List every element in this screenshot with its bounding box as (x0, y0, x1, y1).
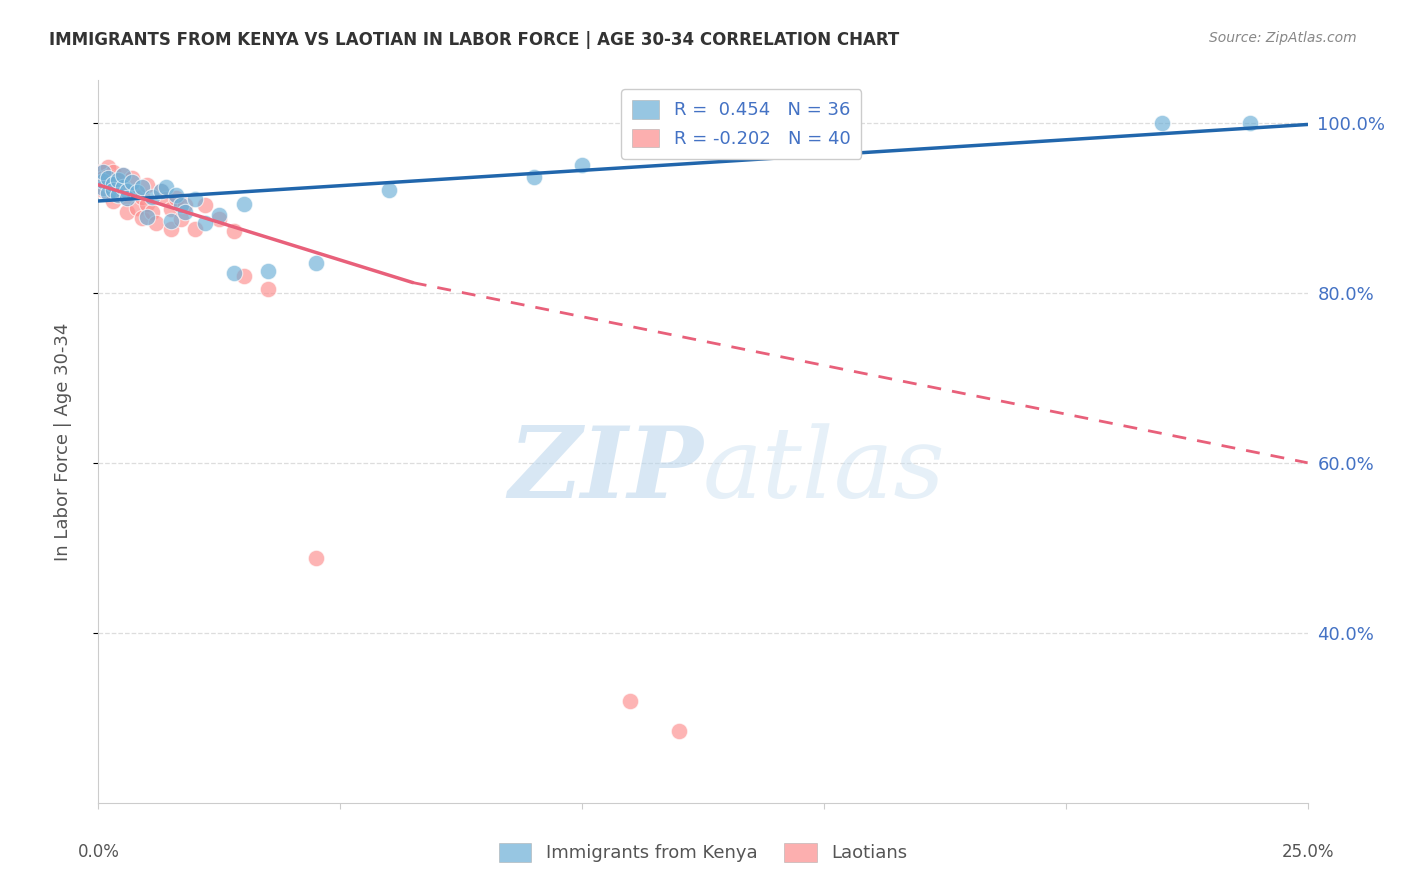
Point (91, 165, 114, 179)
Point (256, 281, 278, 295)
Point (107, 188, 129, 202)
Point (117, 184, 139, 198)
Point (208, 209, 231, 223)
Point (101, 194, 124, 208)
Point (97, 169, 120, 184)
Point (184, 192, 207, 206)
Point (571, 158, 593, 172)
Text: 25.0%: 25.0% (1281, 843, 1334, 861)
Point (107, 179, 129, 194)
Text: Source: ZipAtlas.com: Source: ZipAtlas.com (1209, 31, 1357, 45)
Point (305, 551, 328, 566)
Point (160, 202, 183, 217)
Point (184, 222, 207, 236)
Text: 0.0%: 0.0% (77, 843, 120, 861)
Point (127, 186, 149, 200)
Point (97, 177, 120, 191)
Point (668, 723, 690, 738)
Point (111, 169, 134, 183)
Point (131, 180, 153, 194)
Point (107, 174, 129, 188)
Point (91, 171, 114, 186)
Text: ZIP: ZIP (508, 422, 703, 518)
Point (121, 186, 143, 200)
Point (155, 179, 177, 194)
Point (117, 191, 139, 205)
Point (135, 196, 157, 211)
Point (111, 184, 134, 198)
Point (256, 263, 278, 277)
Point (150, 184, 173, 198)
Point (91, 174, 114, 188)
Point (145, 216, 167, 230)
Point (97, 186, 120, 201)
Point (174, 205, 197, 219)
Point (101, 183, 124, 197)
Point (97, 160, 120, 174)
Text: IMMIGRANTS FROM KENYA VS LAOTIAN IN LABOR FORCE | AGE 30-34 CORRELATION CHART: IMMIGRANTS FROM KENYA VS LAOTIAN IN LABO… (49, 31, 900, 49)
Point (165, 188, 187, 202)
Point (1152, 116, 1174, 130)
Point (194, 216, 217, 230)
Point (101, 165, 124, 179)
Point (160, 213, 183, 227)
Legend: R =  0.454   N = 36, R = -0.202   N = 40: R = 0.454 N = 36, R = -0.202 N = 40 (621, 89, 862, 159)
Point (232, 196, 254, 211)
Point (523, 170, 546, 185)
Point (111, 169, 134, 183)
Point (121, 175, 143, 189)
Point (232, 268, 254, 283)
Point (121, 171, 143, 186)
Point (91, 164, 114, 178)
Y-axis label: In Labor Force | Age 30-34: In Labor Force | Age 30-34 (53, 322, 72, 561)
Text: atlas: atlas (703, 423, 946, 518)
Point (117, 205, 139, 219)
Point (107, 172, 129, 186)
Point (150, 184, 173, 198)
Point (1239, 116, 1261, 130)
Point (222, 266, 245, 280)
Point (165, 191, 187, 205)
Point (111, 179, 134, 194)
Legend: Immigrants from Kenya, Laotians: Immigrants from Kenya, Laotians (492, 836, 914, 870)
Point (117, 191, 139, 205)
Point (169, 198, 191, 212)
Point (160, 222, 183, 236)
Point (101, 186, 124, 200)
Point (91, 181, 114, 195)
Point (97, 171, 120, 186)
Point (305, 256, 328, 270)
Point (135, 210, 157, 224)
Point (141, 190, 163, 204)
Point (174, 198, 197, 212)
Point (169, 211, 191, 226)
Point (91, 183, 114, 197)
Point (208, 211, 231, 226)
Point (222, 224, 245, 238)
Point (131, 190, 153, 204)
Point (377, 183, 399, 197)
Point (141, 205, 163, 219)
Point (155, 192, 177, 206)
Point (127, 201, 149, 215)
Point (135, 178, 157, 192)
Point (619, 694, 641, 708)
Point (101, 177, 124, 191)
Point (194, 198, 217, 212)
Point (131, 211, 153, 225)
